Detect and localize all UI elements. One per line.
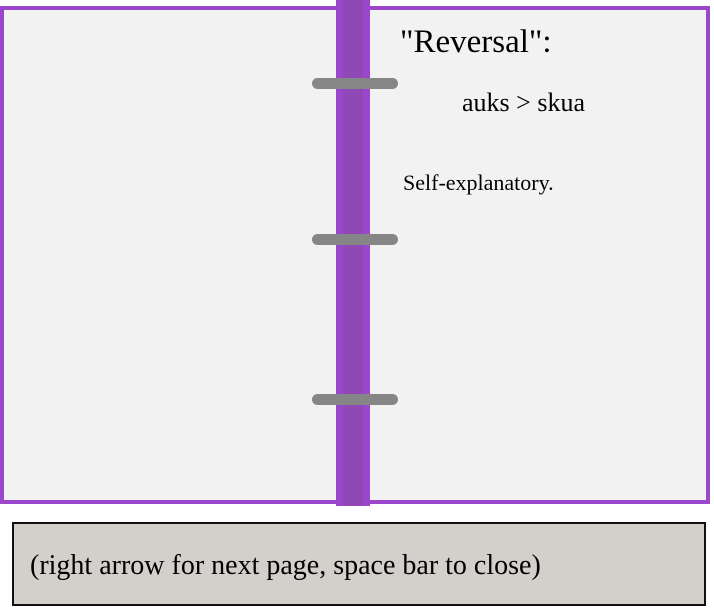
notebook-right-page [370,6,710,504]
instruction-bar: (right arrow for next page, space bar to… [12,522,706,606]
entry-title: "Reversal": [400,24,552,60]
entry-description: Self-explanatory. [403,170,554,195]
notebook-spine [336,0,370,506]
binder-ring [312,234,398,245]
instruction-text: (right arrow for next page, space bar to… [30,550,541,581]
binder-ring [312,78,398,89]
binder-ring [312,394,398,405]
entry-example: auks > skua [462,88,585,117]
spine-core [343,0,363,506]
notebook-left-page [0,6,342,504]
